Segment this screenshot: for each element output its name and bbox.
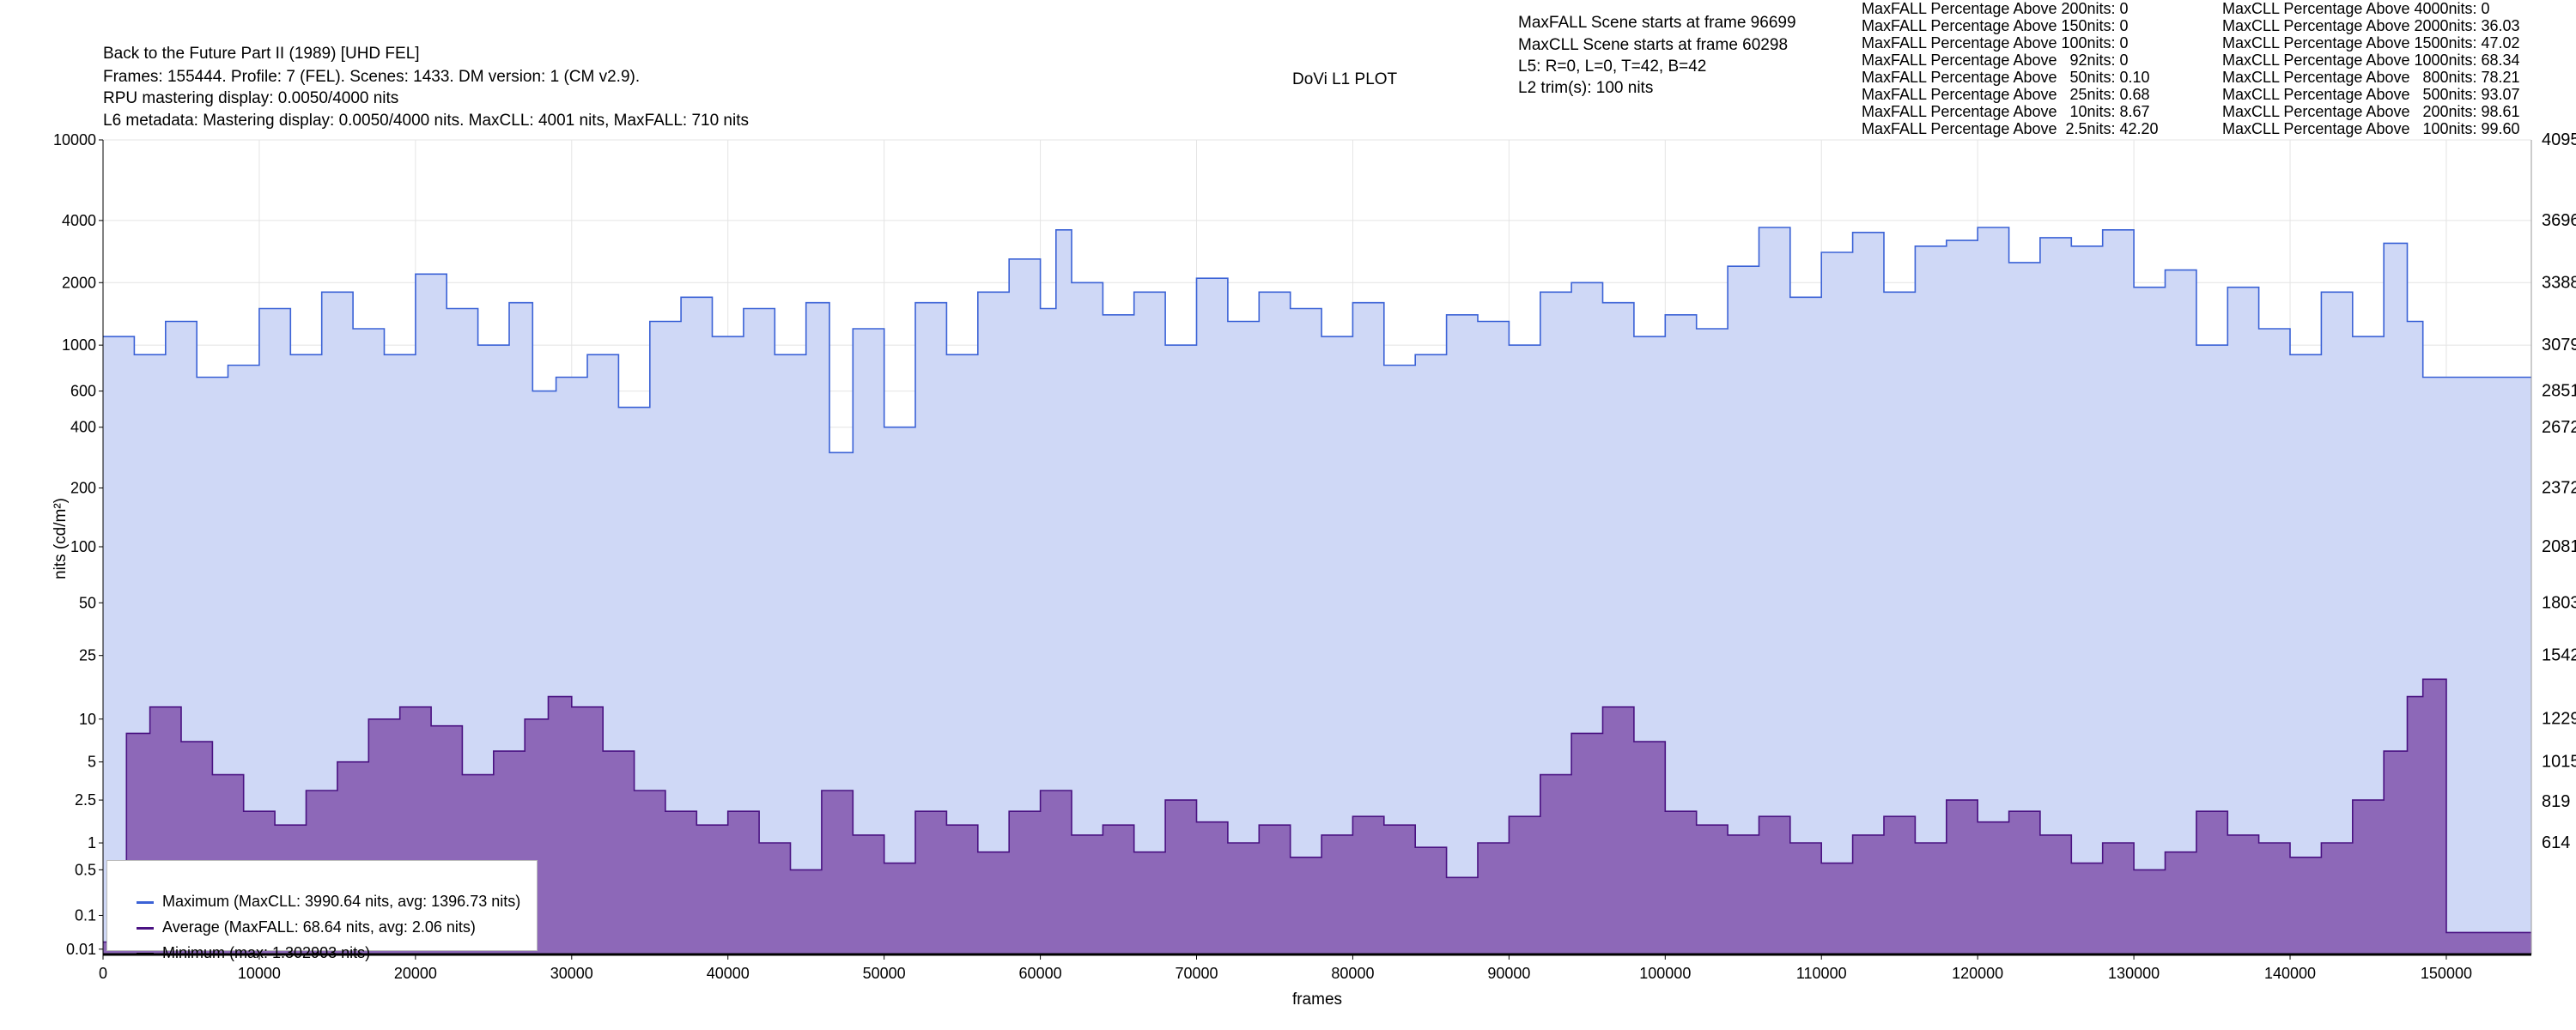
- right-tick-label-2: 1015: [2542, 753, 2576, 772]
- y-tick-label-15: 4000: [62, 212, 96, 229]
- maxfall-stat-0: MaxFALL Percentage Above 200nits: 0: [1862, 0, 2129, 17]
- series-average-area: [103, 679, 2531, 954]
- maxfall-stat-4: MaxFALL Percentage Above 50nits: 0.10: [1862, 69, 2150, 86]
- right-tick-label-13: 4095: [2542, 130, 2576, 149]
- x-tick-label-7: 70000: [1175, 965, 1218, 982]
- x-tick-label-4: 40000: [707, 965, 750, 982]
- header-rpu-mastering: RPU mastering display: 0.0050/4000 nits: [103, 89, 399, 107]
- maxcll-stat-6: MaxCLL Percentage Above 200nits: 98.61: [2222, 103, 2520, 120]
- right-tick-label-6: 2081: [2542, 537, 2576, 556]
- series-maximum-area: [103, 227, 2531, 954]
- header-frames-info: Frames: 155444. Profile: 7 (FEL). Scenes…: [103, 68, 641, 86]
- right-tick-label-4: 1542: [2542, 646, 2576, 665]
- x-tick-label-6: 60000: [1019, 965, 1062, 982]
- y-tick-label-0: 0.01: [66, 941, 96, 958]
- maxfall-stat-2: MaxFALL Percentage Above 100nits: 0: [1862, 34, 2129, 52]
- maxcll-stat-5: MaxCLL Percentage Above 500nits: 93.07: [2222, 86, 2520, 103]
- legend-item-average: Average (MaxFALL: 68.64 nits, avg: 2.06 …: [119, 894, 476, 936]
- maxfall-stat-7: MaxFALL Percentage Above 2.5nits: 42.20: [1862, 120, 2159, 137]
- y-tick-label-14: 2000: [62, 274, 96, 291]
- x-tick-label-1: 10000: [238, 965, 281, 982]
- legend-swatch-average: [137, 926, 155, 930]
- x-tick-label-2: 20000: [394, 965, 437, 982]
- y-tick-label-8: 50: [79, 594, 96, 611]
- maxfall-scene-info: MaxFALL Scene starts at frame 96699: [1518, 14, 1796, 32]
- chart-title: Back to the Future Part II (1989) [UHD F…: [103, 45, 420, 63]
- legend-label-minimum: Minimum (max: 1.302903 nits): [162, 944, 371, 961]
- x-tick-label-9: 90000: [1487, 965, 1530, 982]
- maxcll-stat-1: MaxCLL Percentage Above 2000nits: 36.03: [2222, 17, 2520, 34]
- x-tick-label-14: 140000: [2264, 965, 2316, 982]
- right-tick-label-0: 614: [2542, 833, 2570, 852]
- y-tick-label-11: 400: [70, 419, 96, 436]
- x-axis-label: frames: [1292, 991, 1342, 1009]
- y-tick-label-12: 600: [70, 383, 96, 400]
- legend: Maximum (MaxCLL: 3990.64 nits, avg: 1396…: [106, 860, 538, 961]
- maxcll-stat-2: MaxCLL Percentage Above 1500nits: 47.02: [2222, 34, 2520, 52]
- x-tick-label-10: 100000: [1639, 965, 1691, 982]
- plot-title: DoVi L1 PLOT: [1292, 70, 1398, 88]
- y-axis-label: nits (cd/m²): [52, 498, 70, 579]
- maxcll-scene-info: MaxCLL Scene starts at frame 60298: [1518, 36, 1789, 54]
- l2-trims-info: L2 trim(s): 100 nits: [1518, 79, 1654, 97]
- series-maximum-line: [103, 227, 2531, 454]
- x-tick-label-15: 150000: [2421, 965, 2472, 982]
- right-tick-label-5: 1803: [2542, 593, 2576, 612]
- maxfall-stat-3: MaxFALL Percentage Above 92nits: 0: [1862, 52, 2129, 69]
- legend-item-minimum: Minimum (max: 1.302903 nits): [119, 919, 370, 961]
- right-tick-label-1: 819: [2542, 792, 2570, 811]
- y-tick-label-10: 200: [70, 480, 96, 497]
- maxcll-stat-7: MaxCLL Percentage Above 100nits: 99.60: [2222, 120, 2520, 137]
- right-tick-label-3: 1229: [2542, 709, 2576, 728]
- legend-label-maximum: Maximum (MaxCLL: 3990.64 nits, avg: 1396…: [162, 893, 521, 910]
- y-tick-label-6: 10: [79, 711, 96, 728]
- l5-info: L5: R=0, L=0, T=42, B=42: [1518, 58, 1707, 76]
- y-tick-label-7: 25: [79, 647, 96, 664]
- maxcll-stat-3: MaxCLL Percentage Above 1000nits: 68.34: [2222, 52, 2520, 69]
- legend-swatch-minimum: [137, 952, 155, 955]
- right-tick-label-8: 2672: [2542, 418, 2576, 437]
- legend-label-average: Average (MaxFALL: 68.64 nits, avg: 2.06 …: [162, 918, 476, 936]
- legend-item-maximum: Maximum (MaxCLL: 3990.64 nits, avg: 1396…: [119, 868, 520, 910]
- x-tick-label-11: 110000: [1796, 965, 1847, 982]
- y-tick-label-4: 2.5: [75, 791, 96, 809]
- x-tick-label-0: 0: [99, 965, 107, 982]
- y-tick-label-3: 1: [88, 834, 96, 851]
- x-tick-label-8: 80000: [1331, 965, 1374, 982]
- maxfall-stat-5: MaxFALL Percentage Above 25nits: 0.68: [1862, 86, 2150, 103]
- x-tick-label-13: 130000: [2108, 965, 2160, 982]
- legend-swatch-maximum: [137, 900, 155, 904]
- right-tick-label-11: 3388: [2542, 273, 2576, 292]
- right-tick-label-9: 2851: [2542, 382, 2576, 401]
- y-tick-label-2: 0.5: [75, 861, 96, 878]
- y-tick-label-5: 5: [88, 754, 96, 771]
- right-tick-label-10: 3079: [2542, 336, 2576, 354]
- y-tick-label-13: 1000: [62, 336, 96, 354]
- y-tick-label-9: 100: [70, 538, 96, 555]
- maxfall-stat-1: MaxFALL Percentage Above 150nits: 0: [1862, 17, 2129, 34]
- x-tick-label-5: 50000: [863, 965, 906, 982]
- header-l6-metadata: L6 metadata: Mastering display: 0.0050/4…: [103, 112, 749, 130]
- right-tick-label-7: 2372: [2542, 478, 2576, 497]
- x-tick-label-12: 120000: [1952, 965, 2003, 982]
- series-average-line: [103, 678, 2531, 943]
- y-tick-label-1: 0.1: [75, 906, 96, 924]
- right-tick-label-12: 3696: [2542, 211, 2576, 230]
- y-tick-label-16: 10000: [53, 131, 96, 148]
- maxfall-stat-6: MaxFALL Percentage Above 10nits: 8.67: [1862, 103, 2150, 120]
- x-tick-label-3: 30000: [550, 965, 593, 982]
- maxcll-stat-0: MaxCLL Percentage Above 4000nits: 0: [2222, 0, 2490, 17]
- maxcll-stat-4: MaxCLL Percentage Above 800nits: 78.21: [2222, 69, 2520, 86]
